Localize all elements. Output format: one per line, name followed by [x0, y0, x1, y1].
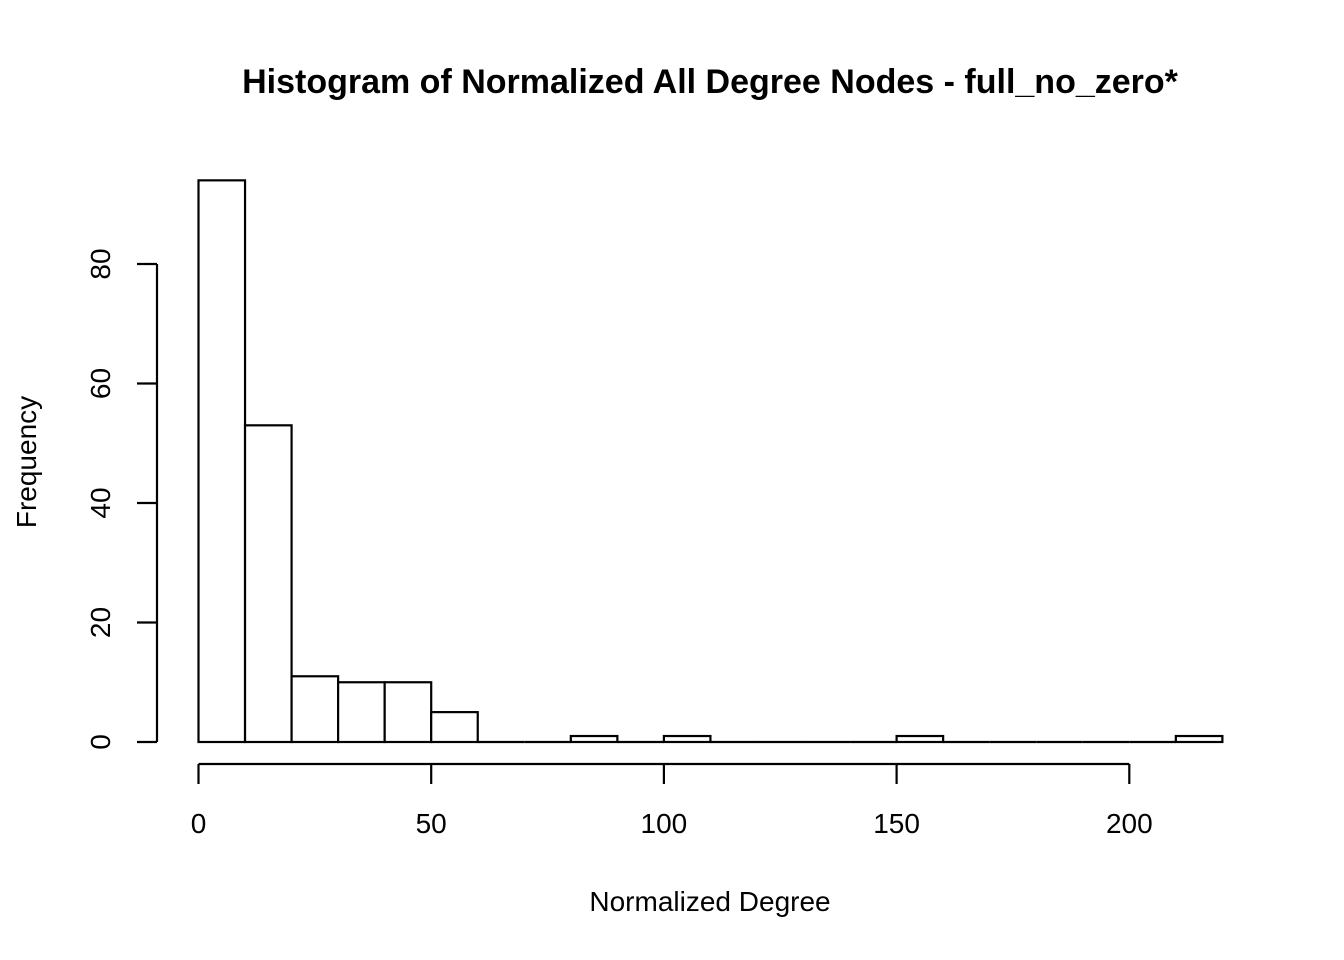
- histogram-bar: [290, 675, 340, 744]
- x-tick-label: 50: [416, 808, 447, 839]
- histogram-bar: [662, 734, 712, 744]
- y-axis: 0 20 40 60 80: [85, 248, 159, 750]
- x-axis: 0 50 100 150 200: [191, 762, 1153, 839]
- x-tick-label: 150: [873, 808, 920, 839]
- histogram-bar: [430, 711, 479, 744]
- x-tick-label: 0: [191, 808, 207, 839]
- histogram-bar: [1174, 734, 1224, 744]
- histogram-bar: [337, 681, 386, 744]
- histogram-bar: [197, 179, 247, 744]
- histogram-bar: [569, 734, 619, 744]
- x-tick-label: 100: [641, 808, 688, 839]
- y-tick-label: 40: [85, 487, 116, 518]
- x-tick-label: 200: [1106, 808, 1153, 839]
- y-tick-label: 60: [85, 368, 116, 399]
- bars-group: [197, 179, 1224, 744]
- y-tick-label: 20: [85, 607, 116, 638]
- y-tick-label: 80: [85, 248, 116, 279]
- x-axis-label: Normalized Degree: [589, 886, 830, 917]
- y-tick-label: 0: [85, 734, 116, 750]
- histogram-bar: [383, 681, 433, 744]
- histogram-bar: [895, 734, 945, 744]
- histogram-bar: [243, 424, 293, 744]
- chart-title: Histogram of Normalized All Degree Nodes…: [242, 63, 1179, 101]
- y-axis-label: Frequency: [11, 396, 42, 528]
